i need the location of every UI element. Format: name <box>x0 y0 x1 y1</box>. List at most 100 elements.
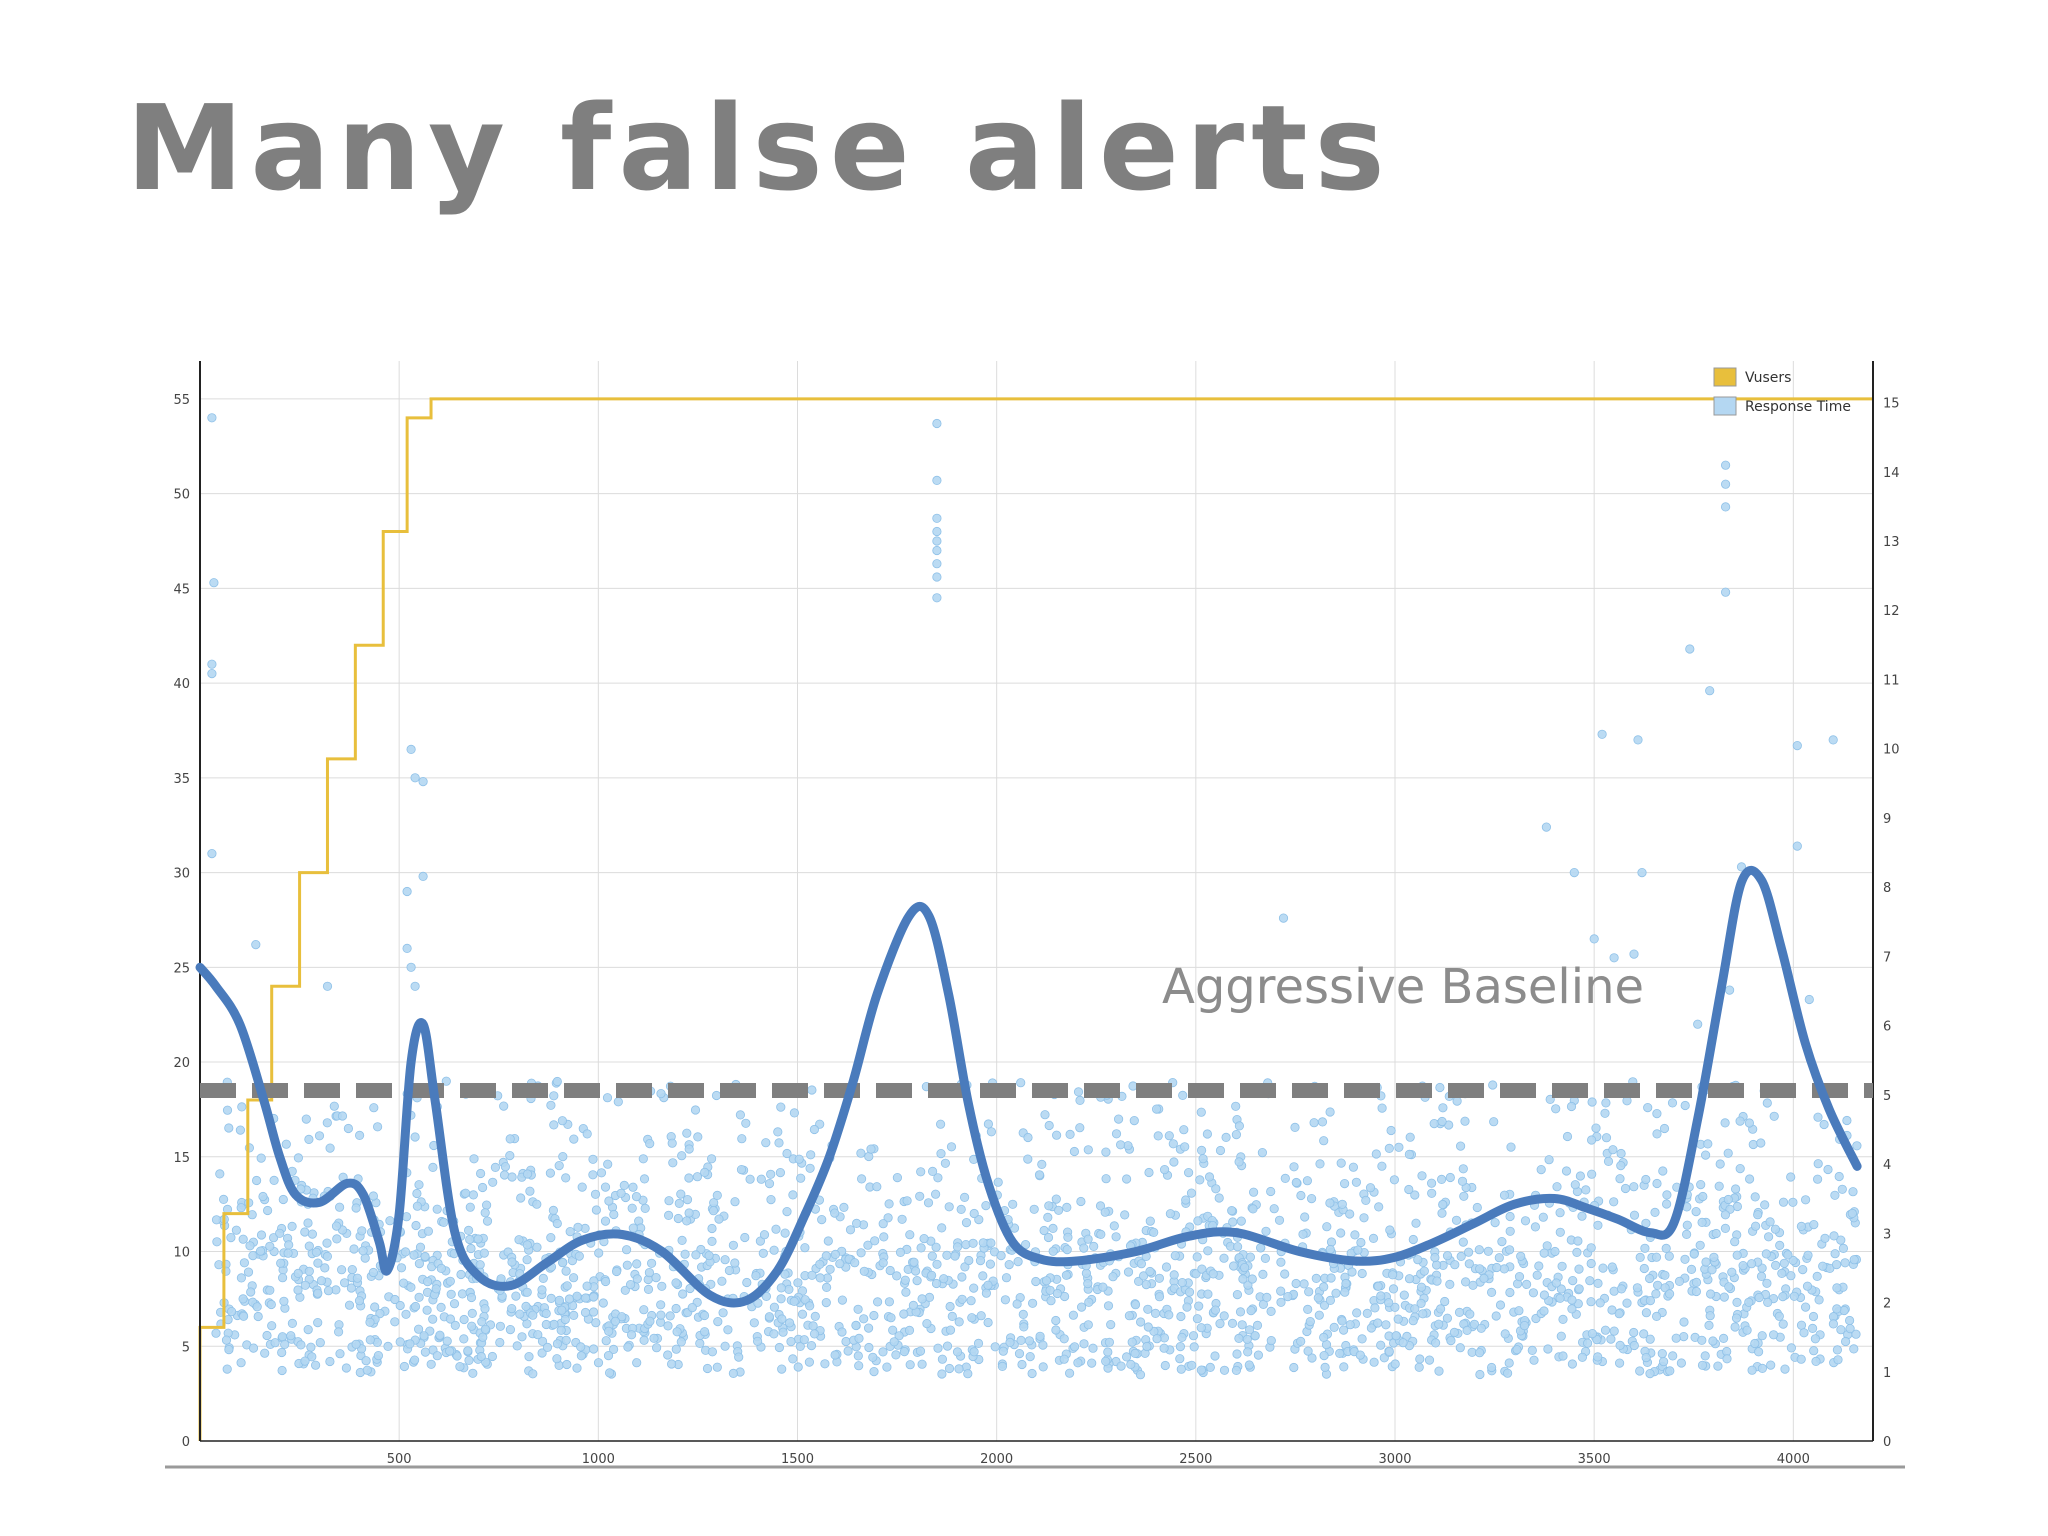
response-time-point <box>278 1194 288 1205</box>
response-time-point <box>706 1154 717 1164</box>
response-time-point <box>1662 1199 1672 1209</box>
response-time-point <box>993 1177 1003 1187</box>
response-time-point <box>1763 1297 1773 1308</box>
response-time-point <box>663 1321 673 1331</box>
response-time-point <box>1238 1274 1248 1284</box>
response-time-point <box>1813 1112 1823 1122</box>
response-time-point <box>1567 1304 1577 1314</box>
response-time-point <box>1178 1090 1188 1101</box>
response-time-point <box>1437 1174 1447 1185</box>
response-time-point <box>1616 1161 1626 1171</box>
response-time-point <box>1532 1270 1542 1280</box>
response-time-point <box>735 1110 746 1120</box>
response-time-point <box>1711 1228 1721 1239</box>
response-time-point <box>1204 1172 1215 1182</box>
response-time-point <box>1337 1199 1347 1209</box>
response-time-point <box>1468 1280 1478 1290</box>
response-time-point <box>1591 1123 1601 1133</box>
response-time-point <box>1449 1327 1460 1338</box>
response-time-point <box>456 1269 466 1280</box>
response-time-point <box>329 1101 339 1111</box>
response-time-point <box>1567 1295 1577 1305</box>
response-time-point <box>410 1132 420 1142</box>
response-time-point <box>782 1148 792 1159</box>
response-time-point <box>1189 1342 1199 1352</box>
response-time-point <box>1024 1336 1035 1346</box>
response-time-point <box>1062 1245 1072 1255</box>
response-time-point <box>1023 1132 1033 1143</box>
response-time-point <box>1725 985 1735 995</box>
response-time-point <box>1104 1337 1115 1347</box>
response-time-point <box>1779 1258 1789 1268</box>
response-time-point <box>771 1224 781 1234</box>
response-time-point <box>300 1227 310 1237</box>
response-time-point <box>1567 1359 1578 1369</box>
response-time-point <box>1583 1338 1593 1348</box>
response-time-point <box>1129 1116 1139 1126</box>
response-time-point <box>1434 1366 1444 1376</box>
response-time-point <box>459 1314 469 1325</box>
response-time-point <box>1609 953 1619 963</box>
y2-tick-label: 6 <box>1883 1020 1891 1035</box>
baseline-label: Aggressive Baseline <box>1162 959 1644 1015</box>
response-time-point <box>572 1291 582 1301</box>
response-time-point <box>1490 1218 1500 1228</box>
response-time-point <box>1558 1314 1568 1325</box>
response-time-point <box>786 1337 796 1347</box>
response-time-point <box>569 1134 579 1144</box>
response-time-point <box>1446 1336 1456 1346</box>
response-time-point <box>1598 1263 1608 1273</box>
response-time-point <box>656 1300 666 1310</box>
response-time-point <box>1168 1139 1178 1149</box>
response-time-point <box>856 1248 866 1258</box>
response-time-point <box>1657 1349 1667 1359</box>
response-time-point <box>428 1162 438 1173</box>
response-time-point <box>1593 1220 1603 1230</box>
response-time-point <box>603 1159 613 1169</box>
response-time-point <box>432 1351 442 1361</box>
response-time-point <box>957 1294 967 1304</box>
response-time-point <box>1668 1351 1678 1361</box>
response-time-point <box>1645 1296 1656 1306</box>
response-time-point <box>1335 1348 1345 1359</box>
response-time-point <box>1469 1319 1480 1329</box>
response-time-point <box>1652 1311 1662 1322</box>
response-time-point <box>1362 1308 1372 1319</box>
response-time-point <box>677 1151 687 1161</box>
response-time-point <box>1416 1282 1427 1292</box>
response-time-point <box>807 1085 817 1095</box>
response-time-point <box>1124 1311 1135 1321</box>
response-time-point <box>1503 1368 1513 1378</box>
response-time-point <box>1366 1323 1377 1333</box>
vusers-line <box>198 397 1873 1441</box>
response-time-point <box>1841 1336 1851 1347</box>
response-time-point <box>401 1309 411 1319</box>
response-time-point <box>690 1105 701 1115</box>
response-time-point <box>1052 1130 1062 1140</box>
response-time-point <box>521 1301 531 1312</box>
response-time-point <box>969 1347 979 1357</box>
response-time-point <box>758 1248 768 1258</box>
response-time-point <box>369 1103 379 1113</box>
response-time-point <box>1577 1352 1588 1362</box>
response-time-point <box>541 1319 551 1330</box>
response-time-point <box>1101 1147 1111 1157</box>
response-time-point <box>712 1362 722 1372</box>
response-time-point <box>1404 1184 1414 1195</box>
response-time-point <box>1697 1335 1707 1345</box>
axes <box>165 361 1905 1469</box>
y-tick-label: 30 <box>173 867 190 882</box>
response-time-point <box>1494 1253 1504 1263</box>
response-time-point <box>942 1250 952 1260</box>
response-time-point <box>664 1196 674 1206</box>
response-time-point <box>1432 1260 1442 1270</box>
response-time-point <box>1436 1304 1446 1314</box>
response-time-point <box>370 1302 380 1312</box>
response-time-point <box>600 1182 611 1192</box>
response-time-point <box>1289 1362 1299 1373</box>
response-time-point <box>1696 1180 1706 1190</box>
response-time-point <box>402 886 412 897</box>
response-time-point <box>923 1198 934 1208</box>
response-time-point <box>1320 1362 1330 1373</box>
response-time-point <box>478 1332 488 1342</box>
